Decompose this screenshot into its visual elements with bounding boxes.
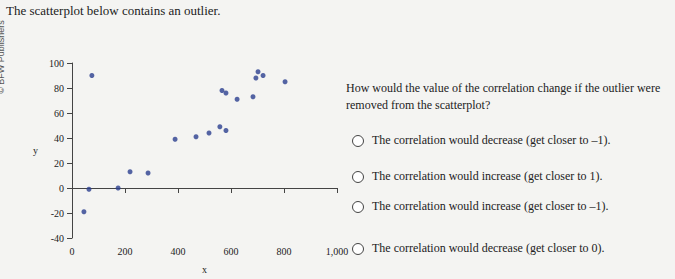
html-text:The correlation would decrease: The correlation would decrease (get clos… (372, 241, 605, 255)
svg-text:y: y (33, 145, 38, 156)
svg-text:400: 400 (171, 246, 186, 257)
svg-text:800: 800 (277, 246, 292, 257)
svg-text:200: 200 (118, 246, 133, 257)
html-text:The correlation would increase: The correlation would increase (get clos… (372, 199, 609, 213)
svg-text:-40: -40 (51, 233, 64, 244)
svg-text:-20: -20 (51, 208, 64, 219)
svg-text:1,000: 1,000 (326, 246, 349, 257)
svg-text:20: 20 (54, 158, 64, 169)
svg-text:40: 40 (54, 133, 64, 144)
svg-text:60: 60 (54, 108, 64, 119)
svg-text:0: 0 (59, 183, 64, 194)
svg-text:100: 100 (49, 58, 64, 69)
svg-text:80: 80 (54, 83, 64, 94)
html-text:How would the value of the cor: How would the value of the correlation c… (346, 81, 661, 112)
html-text:The scatterplot below contains: The scatterplot below contains an outlie… (6, 3, 221, 18)
svg-text:x: x (202, 264, 207, 275)
svg-text:600: 600 (224, 246, 239, 257)
svg-text:0: 0 (70, 246, 75, 257)
html-text:The correlation would decrease: The correlation would decrease (get clos… (372, 133, 611, 147)
html-text:The correlation would increase: The correlation would increase (get clos… (372, 169, 603, 183)
